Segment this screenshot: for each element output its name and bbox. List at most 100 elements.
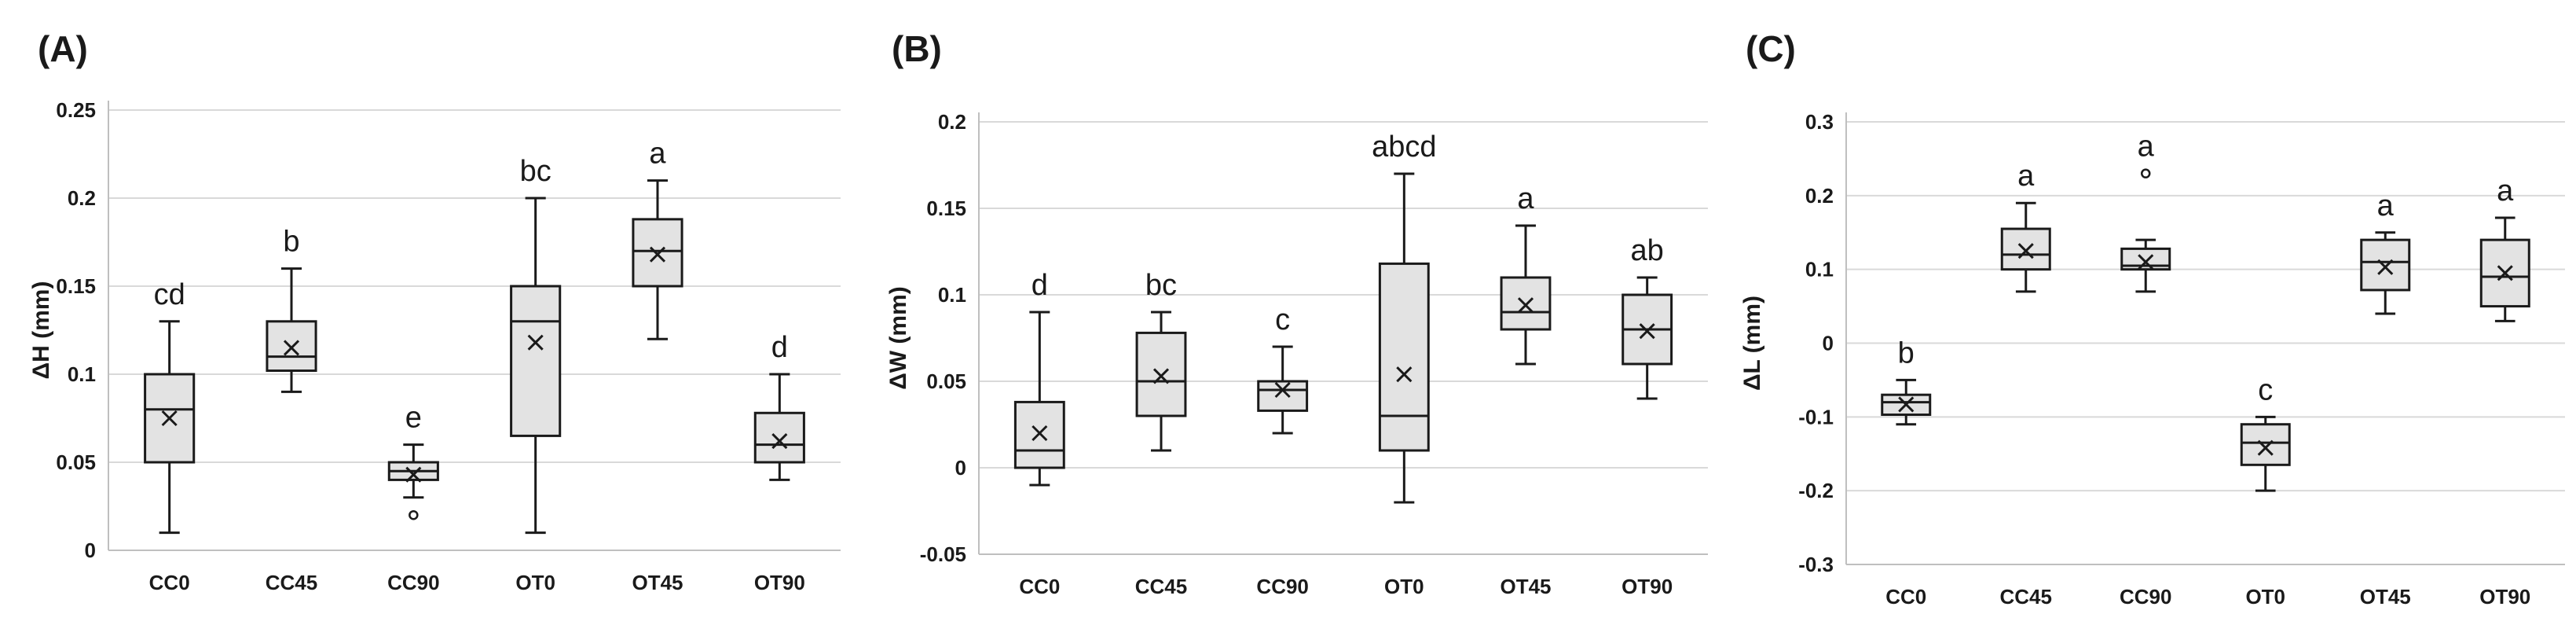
significance-letter: c (1275, 303, 1290, 336)
box-cc45: b (266, 226, 317, 393)
y-tick-label: -0.05 (920, 542, 966, 566)
y-axis-title: ΔH (mm) (28, 281, 54, 380)
panel-b: (B) -0.05 0 0.05 0.1 0.15 0.2 ΔW (mm) CC0 CC45 CC9… (885, 28, 1708, 598)
iqr-box (1378, 262, 1430, 452)
significance-letter: cd (154, 278, 185, 311)
box-cc0: d (1013, 269, 1065, 487)
mean-marker (1031, 425, 1048, 442)
y-tick-label: 0.05 (926, 369, 966, 393)
x-tick-label: CC45 (1135, 575, 1187, 598)
box-cc45: a (2000, 160, 2051, 293)
mean-marker (161, 410, 178, 427)
significance-letter: b (283, 226, 299, 259)
y-tick-label: 0.1 (1805, 258, 1834, 281)
significance-letter: d (1031, 269, 1048, 302)
y-tick-label: 0.2 (938, 110, 966, 134)
x-tick-label: CC0 (1019, 575, 1060, 598)
significance-letter: b (1898, 336, 1915, 369)
x-tick-label: OT45 (2360, 585, 2411, 608)
x-tick-label: OT0 (515, 571, 555, 594)
y-axis-title: ΔL (mm) (1739, 296, 1765, 391)
box-cc90: c (1257, 303, 1309, 435)
significance-letter: a (2017, 160, 2035, 193)
x-tick-label: OT90 (2479, 585, 2530, 608)
mean-marker (2377, 259, 2394, 275)
box-ot0: abcd (1372, 131, 1437, 504)
box-ot45: a (1500, 182, 1552, 366)
iqr-box (1881, 393, 1932, 417)
significance-letter: bc (520, 155, 551, 188)
iqr-box (1257, 380, 1309, 412)
x-tick-label: CC90 (387, 571, 439, 594)
significance-letter: d (771, 331, 788, 364)
y-tick-label: 0.15 (926, 197, 966, 220)
significance-letter: a (649, 138, 666, 171)
y-tick-label: 0 (1823, 332, 1834, 355)
significance-letter: a (2377, 189, 2395, 222)
y-tick-label: 0 (955, 456, 966, 480)
box-cc0: b (1881, 336, 1932, 426)
x-tick-label: OT0 (1384, 575, 1424, 598)
y-tick-label: 0.25 (56, 98, 96, 122)
box-cc90: a (2120, 131, 2171, 293)
mean-marker (771, 433, 788, 450)
significance-letter: a (2497, 175, 2514, 208)
panel-label: (B) (892, 28, 942, 69)
iqr-box (2000, 227, 2051, 271)
box-ot45: a (632, 138, 683, 340)
box-cc90: e (387, 402, 439, 520)
mean-marker (405, 466, 422, 483)
mean-marker (1152, 368, 1170, 384)
significance-letter: c (2258, 373, 2273, 406)
iqr-box (1013, 400, 1065, 469)
iqr-box (753, 411, 805, 464)
box-ot45: a (2360, 189, 2411, 315)
x-tick-label: OT90 (754, 571, 805, 594)
mean-marker (2257, 439, 2274, 456)
mean-marker (2017, 243, 2034, 259)
y-tick-label: 0 (85, 539, 96, 562)
box-ot0: c (2240, 373, 2291, 492)
iqr-box (510, 285, 562, 437)
iqr-box (2360, 238, 2411, 292)
panel-label: (C) (1746, 28, 1796, 69)
y-tick-label: 0.3 (1805, 110, 1834, 134)
y-tick-label: -0.1 (1798, 405, 1834, 428)
significance-letter: a (2138, 131, 2155, 164)
y-tick-label: 0.05 (56, 450, 96, 474)
significance-letter: a (1517, 182, 1534, 215)
iqr-box (1135, 331, 1187, 417)
x-tick-label: CC0 (1885, 585, 1926, 608)
mean-marker (2497, 265, 2513, 281)
significance-letter: e (405, 402, 422, 435)
box-cc0: cd (144, 278, 196, 535)
mean-marker (283, 340, 300, 356)
y-tick-label: 0.15 (56, 274, 96, 298)
y-tick-label: 0.1 (68, 362, 96, 386)
panel-a: (A) 0 0.05 0.1 0.15 0.2 0.25 ΔH (mm) CC0 CC45 CC90… (28, 28, 841, 594)
iqr-box (632, 218, 683, 288)
mean-marker (1517, 297, 1534, 314)
outlier-point (2141, 168, 2151, 178)
significance-letter: abcd (1372, 131, 1436, 164)
iqr-box (1500, 276, 1552, 331)
box-cc45: bc (1135, 269, 1187, 452)
x-tick-label: OT90 (1621, 575, 1673, 598)
mean-marker (1639, 323, 1655, 340)
box-ot90: ab (1621, 234, 1673, 400)
box-ot90: d (753, 331, 805, 481)
x-tick-label: OT0 (2245, 585, 2285, 608)
iqr-box (266, 320, 317, 373)
x-tick-label: OT45 (1500, 575, 1551, 598)
mean-marker (1274, 381, 1291, 399)
mean-marker (527, 334, 544, 351)
y-tick-label: 0.2 (68, 186, 96, 210)
outlier-point (409, 509, 419, 520)
box-ot90: a (2479, 175, 2530, 322)
x-tick-label: CC90 (2120, 585, 2171, 608)
box-ot0: bc (510, 155, 562, 535)
mean-marker (2138, 254, 2154, 270)
y-tick-label: -0.3 (1798, 553, 1834, 576)
x-tick-label: CC0 (149, 571, 190, 594)
